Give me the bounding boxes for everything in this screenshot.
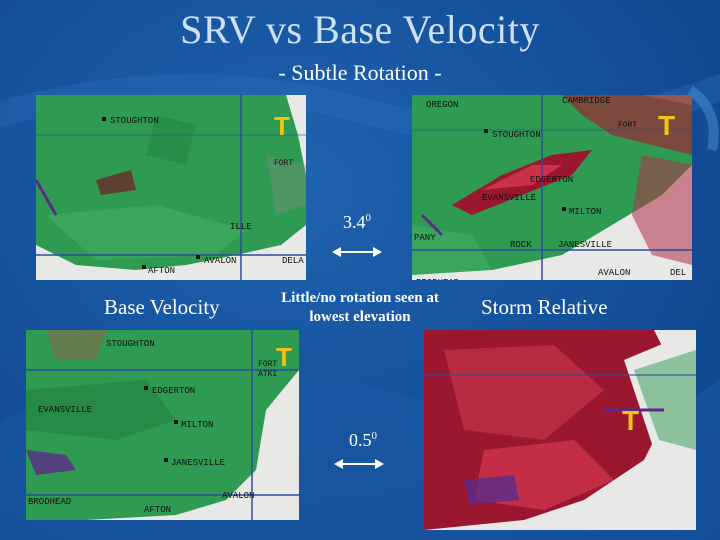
svg-text:EVANSVILLE: EVANSVILLE (38, 405, 92, 415)
elevation-lower-label: 0.50 (349, 430, 377, 450)
svg-text:FORT: FORT (274, 159, 293, 168)
svg-text:ILLE: ILLE (230, 222, 252, 232)
svg-text:AVALON: AVALON (598, 268, 630, 278)
radar-image: OREGON CAMBRIDGE STOUGHTON EDGERTON EVAN… (412, 95, 692, 280)
svg-text:OREGON: OREGON (426, 100, 458, 110)
caption-text: Little/no rotation seen at lowest elevat… (281, 290, 439, 325)
svg-text:AVALON: AVALON (222, 491, 254, 501)
svg-text:JANESVILLE: JANESVILLE (171, 458, 225, 468)
tornado-marker: T (658, 110, 675, 141)
svg-text:JANESVILLE: JANESVILLE (558, 240, 612, 250)
svg-text:ROCK: ROCK (510, 240, 532, 250)
base-velocity-lower-panel: STOUGHTON EDGERTON EVANSVILLE MILTON JAN… (26, 330, 299, 520)
svg-text:DEL: DEL (670, 268, 686, 278)
svg-text:FORT: FORT (618, 121, 637, 130)
storm-relative-label: Storm Relative (481, 295, 608, 319)
svg-text:EDGERTON: EDGERTON (152, 386, 195, 396)
tornado-marker: T (274, 111, 290, 141)
svg-text:AVALON: AVALON (204, 256, 236, 266)
base-velocity-upper-panel: STOUGHTON AFTON AVALON DELA ILLE FORT T (36, 95, 306, 280)
storm-relative-upper-panel: OREGON CAMBRIDGE STOUGHTON EDGERTON EVAN… (412, 95, 692, 280)
radar-image: STOUGHTON AFTON AVALON DELA ILLE FORT T (36, 95, 306, 280)
svg-text:ATKI: ATKI (258, 370, 277, 379)
svg-text:DELA: DELA (282, 256, 304, 266)
base-velocity-label: Base Velocity (104, 295, 220, 319)
double-arrow-icon (334, 459, 384, 469)
radar-image: T (424, 330, 696, 530)
svg-text:EVANSVILLE: EVANSVILLE (482, 193, 536, 203)
svg-text:BRODHEAD: BRODHEAD (28, 497, 71, 507)
elevation-upper-label: 3.40 (343, 212, 371, 232)
svg-text:BRODHEAD: BRODHEAD (416, 278, 459, 280)
radar-image: STOUGHTON EDGERTON EVANSVILLE MILTON JAN… (26, 330, 299, 520)
slide-subtitle: - Subtle Rotation - (278, 60, 442, 85)
tornado-marker: T (622, 405, 639, 436)
svg-text:AFTON: AFTON (144, 505, 171, 515)
town-label: STOUGHTON (110, 116, 159, 126)
storm-relative-lower-panel: T (424, 330, 696, 530)
slide-title: SRV vs Base Velocity (180, 7, 540, 52)
double-arrow-icon (332, 247, 382, 257)
svg-text:EDGERTON: EDGERTON (530, 175, 573, 185)
svg-text:MILTON: MILTON (569, 207, 601, 217)
svg-text:CAMBRIDGE: CAMBRIDGE (562, 96, 611, 106)
svg-text:FORT: FORT (258, 360, 277, 369)
svg-text:STOUGHTON: STOUGHTON (492, 130, 541, 140)
tornado-marker: T (276, 342, 292, 372)
svg-text:AFTON: AFTON (148, 266, 175, 276)
svg-text:STOUGHTON: STOUGHTON (106, 339, 155, 349)
svg-text:MILTON: MILTON (181, 420, 213, 430)
svg-text:PANY: PANY (414, 233, 436, 243)
